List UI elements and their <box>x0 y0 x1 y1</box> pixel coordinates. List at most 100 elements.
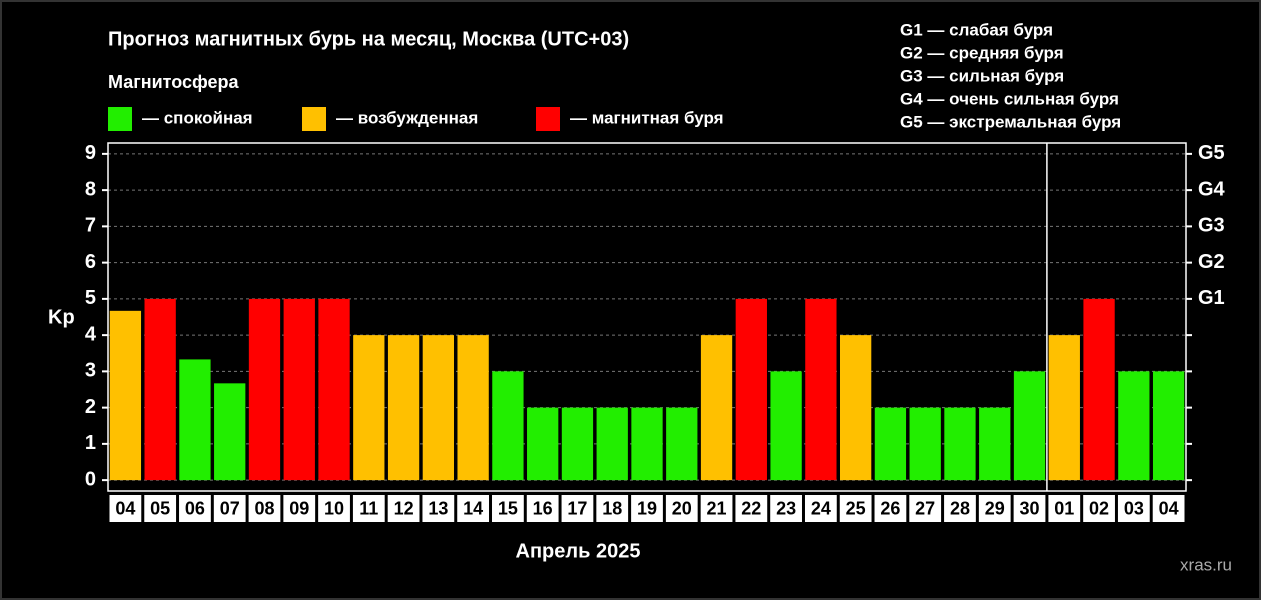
x-tick-label: 08 <box>254 498 274 518</box>
bar <box>422 335 455 481</box>
plot-frame <box>107 142 1187 492</box>
x-tick-box <box>909 495 942 522</box>
y-tick-label: 1 <box>85 432 96 454</box>
bar <box>1152 371 1185 481</box>
watermark: xras.ru <box>1180 555 1232 574</box>
bar <box>735 298 767 481</box>
bar <box>770 371 802 481</box>
x-tick-box <box>318 495 350 522</box>
scale-note: G1 — слабая буря <box>900 20 1053 39</box>
x-tick-label: 17 <box>567 498 587 518</box>
x-tick-box <box>1152 495 1185 522</box>
x-tick-box <box>1083 495 1115 522</box>
bar <box>839 335 872 481</box>
x-tick-label: 10 <box>324 498 344 518</box>
x-tick-label: 19 <box>637 498 657 518</box>
x-tick-label: 15 <box>498 498 518 518</box>
x-tick-label: 13 <box>428 498 448 518</box>
x-tick-box <box>387 495 420 522</box>
y-tick-label: 0 <box>85 468 96 490</box>
x-tick-label: 30 <box>1020 498 1040 518</box>
y2-tick-label: G4 <box>1198 178 1226 200</box>
x-tick-box <box>770 495 802 522</box>
x-tick-label: 26 <box>880 498 900 518</box>
x-tick-label: 14 <box>463 498 483 518</box>
y-tick-label: 3 <box>85 360 96 382</box>
y2-tick-label: G3 <box>1198 215 1225 237</box>
scale-note: G3 — сильная буря <box>900 66 1064 85</box>
x-tick-label: 22 <box>741 498 761 518</box>
y-tick-label: 7 <box>85 215 96 237</box>
y-tick-label: 9 <box>85 142 96 164</box>
x-tick-box <box>944 495 976 522</box>
x-tick-label: 24 <box>811 498 831 518</box>
y-tick-label: 6 <box>85 251 96 273</box>
x-tick-box <box>283 495 316 522</box>
x-tick-box <box>874 495 907 522</box>
x-tick-box <box>665 495 698 522</box>
bar <box>387 335 420 481</box>
y2-tick-label: G1 <box>1198 287 1225 309</box>
bar <box>214 383 246 481</box>
x-tick-box <box>1013 495 1046 522</box>
x-tick-box <box>1117 495 1150 522</box>
x-tick-box <box>352 495 385 522</box>
bar <box>283 298 315 481</box>
x-tick-box <box>631 495 663 522</box>
bar <box>596 407 628 481</box>
y2-tick-label: G2 <box>1198 251 1225 273</box>
x-tick-label: 12 <box>394 498 414 518</box>
bar <box>318 298 350 481</box>
bar <box>457 335 489 481</box>
bar <box>492 371 524 481</box>
bar <box>909 407 941 481</box>
x-tick-box <box>978 495 1011 522</box>
scale-note: G4 — очень сильная буря <box>900 89 1119 108</box>
y-tick-label: 2 <box>85 396 96 418</box>
y2-tick-label: G5 <box>1198 142 1225 164</box>
x-tick-label: 07 <box>220 498 240 518</box>
x-tick-box <box>144 495 177 522</box>
x-tick-box <box>457 495 490 522</box>
bar <box>179 359 211 481</box>
bar <box>1083 298 1115 481</box>
legend-label: — магнитная буря <box>570 108 724 127</box>
legend-swatch <box>108 107 132 131</box>
chart-title: Прогноз магнитных бурь на месяц, Москва … <box>108 28 629 50</box>
bar <box>666 407 698 481</box>
x-tick-label: 20 <box>672 498 692 518</box>
x-axis-label: Апрель 2025 <box>516 540 641 562</box>
bar <box>561 407 594 481</box>
x-tick-box <box>422 495 455 522</box>
bar <box>527 407 559 481</box>
bar <box>700 335 733 481</box>
x-tick-label: 03 <box>1124 498 1144 518</box>
x-tick-label: 04 <box>115 498 135 518</box>
x-tick-box <box>213 495 246 522</box>
legend-swatch <box>302 107 326 131</box>
legend-title: Магнитосфера <box>108 72 240 92</box>
x-tick-label: 25 <box>846 498 866 518</box>
scale-note: G2 — средняя буря <box>900 43 1064 62</box>
x-tick-box <box>735 495 768 522</box>
legend-label: — возбужденная <box>336 108 478 127</box>
x-tick-label: 09 <box>289 498 309 518</box>
x-tick-box <box>700 495 733 522</box>
x-tick-box <box>596 495 629 522</box>
x-tick-box <box>561 495 594 522</box>
x-tick-box <box>1048 495 1081 522</box>
scale-note: G5 — экстремальная буря <box>900 112 1121 131</box>
x-tick-box <box>248 495 281 522</box>
bar <box>353 335 385 481</box>
x-tick-box <box>804 495 837 522</box>
y-tick-label: 4 <box>85 323 97 345</box>
bar <box>1048 335 1080 481</box>
bar <box>805 298 837 481</box>
bar <box>1118 371 1150 481</box>
bar <box>248 298 281 481</box>
x-tick-label: 05 <box>150 498 170 518</box>
x-tick-box <box>526 495 559 522</box>
bar <box>631 407 663 481</box>
x-tick-label: 23 <box>776 498 796 518</box>
